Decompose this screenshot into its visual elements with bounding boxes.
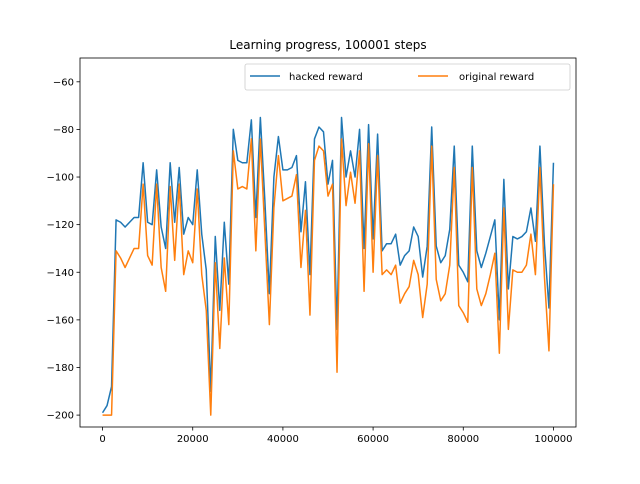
y-tick-label: −80: [53, 125, 74, 136]
y-tick-label: −120: [47, 220, 74, 231]
plot-frame: [79, 57, 577, 428]
x-tick-label: 100000: [534, 434, 572, 445]
plot-lines: [101, 116, 555, 416]
series-line-original-reward: [102, 138, 555, 416]
x-tick-label: 0: [99, 434, 105, 445]
x-tick-label: 60000: [357, 434, 389, 445]
legend: hacked reward original reward: [244, 63, 571, 91]
x-tick-label: 80000: [447, 434, 479, 445]
y-tick-label: −100: [47, 173, 74, 184]
y-tick-label: −200: [47, 411, 74, 422]
y-tick-label: −160: [47, 315, 74, 326]
legend-label-hacked-reward: hacked reward: [289, 72, 363, 83]
chart-title: Learning progress, 100001 steps: [229, 38, 426, 52]
series-line-hacked-reward: [101, 116, 555, 414]
y-tick-label: −60: [53, 77, 74, 88]
x-axis-ticks: 0 20000 40000 60000 80000 100000: [99, 427, 573, 445]
y-tick-label: −140: [47, 268, 74, 279]
legend-box: [244, 63, 571, 91]
y-tick-label: −180: [47, 363, 74, 374]
legend-label-original-reward: original reward: [459, 72, 534, 83]
y-axis-ticks: −200 −180 −160 −140 −120 −100 −80 −60: [47, 77, 80, 422]
x-tick-label: 20000: [177, 434, 209, 445]
x-tick-label: 40000: [267, 434, 299, 445]
